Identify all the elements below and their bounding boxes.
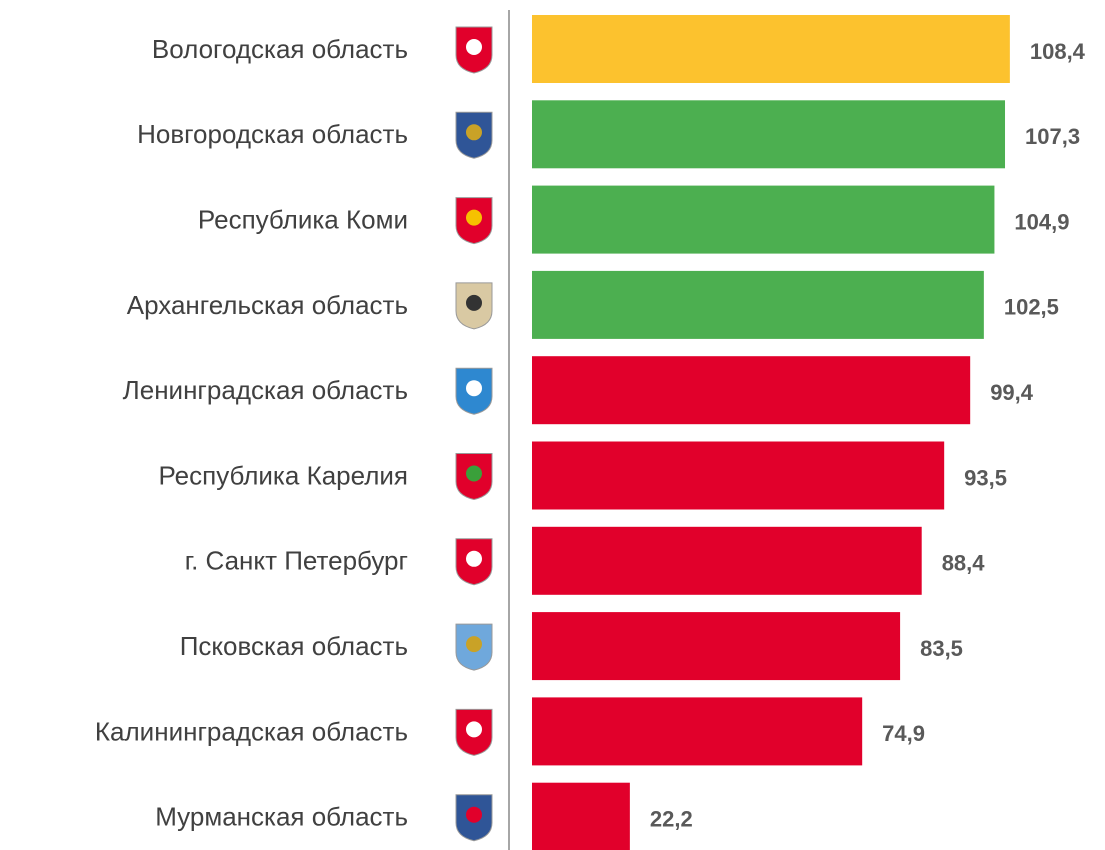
bar	[532, 612, 901, 681]
bar	[532, 15, 1010, 83]
category-label: Республика Коми	[198, 204, 408, 234]
coat-of-arms-detail	[466, 806, 482, 823]
value-label: 74,9	[882, 721, 925, 746]
coat-of-arms-detail	[466, 721, 482, 738]
category-label: Калининградская область	[95, 716, 408, 746]
value-label: 108,4	[1030, 39, 1086, 64]
value-label: 22,2	[650, 807, 693, 832]
category-label: г. Санкт Петербург	[185, 546, 408, 576]
category-label: Вологодская область	[152, 34, 408, 64]
category-label: Новгородская область	[137, 119, 408, 149]
value-label: 104,9	[1014, 209, 1069, 234]
value-label: 99,4	[990, 380, 1034, 405]
coat-of-arms-detail	[466, 550, 482, 567]
category-label: Псковская область	[180, 631, 408, 661]
coat-of-arms-detail	[466, 636, 482, 653]
value-label: 107,3	[1025, 124, 1080, 149]
coat-of-arms-detail	[466, 209, 482, 226]
coat-of-arms-detail	[466, 380, 482, 397]
bar	[532, 782, 630, 850]
coat-of-arms-detail	[466, 124, 482, 141]
bar	[532, 185, 995, 254]
category-label: Республика Карелия	[158, 460, 408, 490]
category-label: Мурманская область	[155, 802, 408, 832]
coat-of-arms-detail	[466, 294, 482, 311]
category-label: Ленинградская область	[123, 375, 408, 405]
bar	[532, 356, 971, 425]
bar	[532, 270, 984, 339]
bar	[532, 441, 945, 510]
coat-of-arms-detail	[466, 465, 482, 482]
bar	[532, 100, 1006, 169]
category-label: Архангельская область	[127, 290, 408, 320]
value-label: 88,4	[942, 551, 986, 576]
coat-of-arms-detail	[466, 39, 482, 55]
bar	[532, 697, 863, 766]
value-label: 102,5	[1004, 295, 1059, 320]
bar	[532, 526, 922, 595]
value-label: 93,5	[964, 465, 1007, 490]
value-label: 83,5	[920, 636, 963, 661]
